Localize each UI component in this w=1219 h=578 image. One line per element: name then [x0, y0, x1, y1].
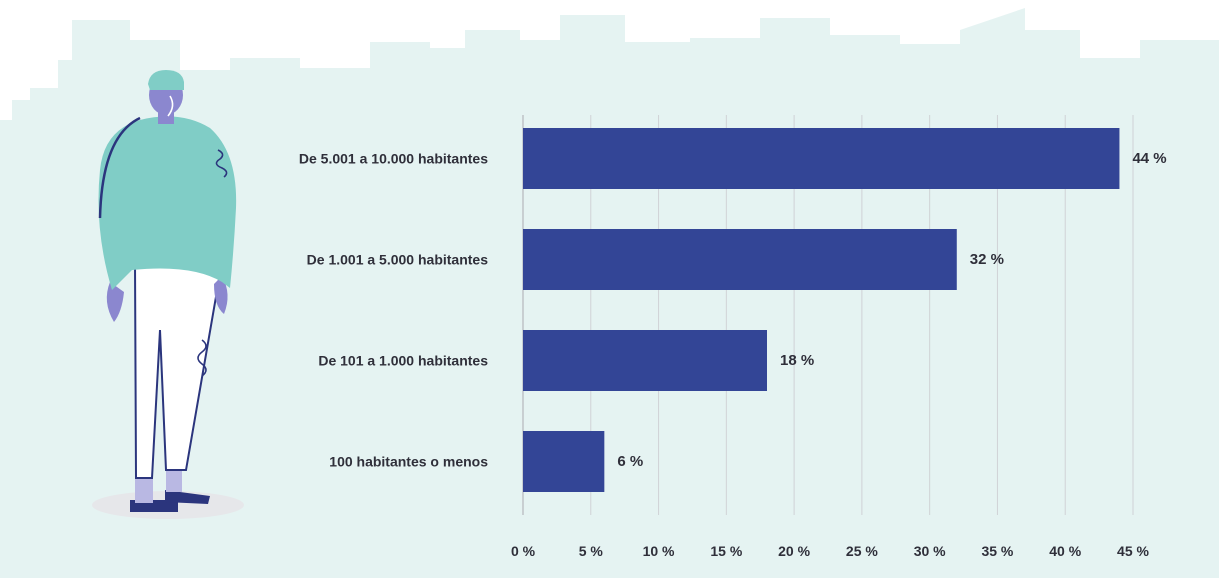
person-left-ankle	[135, 475, 153, 503]
value-labels: 44 % 32 % 18 % 6 %	[617, 150, 1166, 470]
x-tick-label: 10 %	[643, 543, 675, 559]
person-right-hand	[214, 276, 228, 314]
category-label: De 1.001 a 5.000 habitantes	[307, 252, 489, 268]
x-tick-label: 5 %	[579, 543, 604, 559]
bar	[523, 431, 605, 492]
person-ear-line	[167, 95, 174, 117]
x-tick-label: 15 %	[710, 543, 742, 559]
x-tick-label: 35 %	[981, 543, 1013, 559]
person-back-outline	[98, 116, 141, 219]
person-right-shoe	[165, 490, 210, 504]
person-trouser-doodle	[197, 339, 207, 377]
category-label: De 101 a 1.000 habitantes	[318, 353, 488, 369]
value-label: 44 %	[1132, 150, 1166, 167]
person-sleeve-doodle	[215, 149, 228, 178]
x-tick-label: 20 %	[778, 543, 810, 559]
category-label: 100 habitantes o menos	[329, 454, 488, 470]
x-tick-label: 30 %	[914, 543, 946, 559]
person-right-ankle	[166, 468, 182, 492]
bar-layer	[523, 128, 1120, 492]
x-tick-label: 25 %	[846, 543, 878, 559]
person-hair	[148, 70, 184, 90]
bar	[523, 128, 1120, 189]
x-tick-labels: 0 % 5 % 10 % 15 % 20 % 25 % 30 % 35 % 40 % 45 %	[511, 543, 1150, 559]
category-label: De 5.001 a 10.000 habitantes	[299, 151, 488, 167]
person-left-hand	[106, 282, 124, 322]
bar	[523, 330, 767, 391]
x-tick-label: 40 %	[1049, 543, 1081, 559]
value-label: 18 %	[780, 352, 814, 369]
value-label: 6 %	[617, 453, 643, 470]
x-tick-label: 0 %	[511, 543, 536, 559]
person-illustration	[92, 70, 244, 519]
person-sweater	[98, 116, 237, 290]
category-labels: De 5.001 a 10.000 habitantes De 1.001 a 5…	[299, 151, 488, 470]
value-label: 32 %	[970, 251, 1004, 268]
bar	[523, 229, 957, 290]
x-tick-label: 45 %	[1117, 543, 1149, 559]
